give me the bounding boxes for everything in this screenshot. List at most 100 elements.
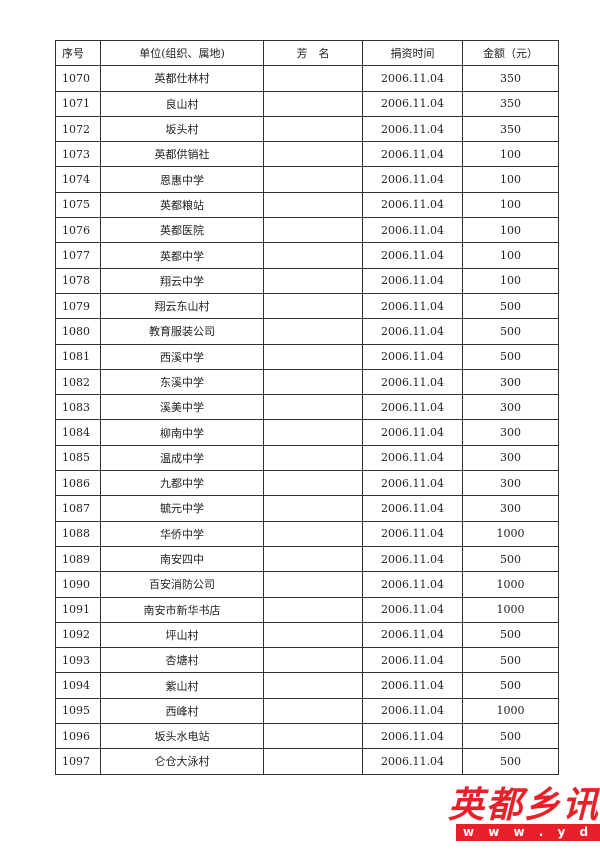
cell-unit: 翔云东山村 <box>100 292 264 320</box>
cell-name <box>263 723 363 750</box>
cell-amount: 300 <box>462 444 559 472</box>
cell-amount: 100 <box>462 217 559 244</box>
table-row: 1078 翔云中学 2006.11.04 100 <box>55 267 559 294</box>
cell-no: 1093 <box>55 647 101 674</box>
cell-amount: 500 <box>462 672 559 699</box>
cell-date: 2006.11.04 <box>362 318 463 345</box>
donation-table: 序号 单位(组织、属地) 芳 名 捐资时间 金额（元） 1070 英都仕林村 200… <box>55 39 559 775</box>
cell-unit: 英都仕林村 <box>100 65 264 92</box>
table-row: 1094 紫山村 2006.11.04 500 <box>55 672 559 699</box>
table-row: 1095 西峰村 2006.11.04 1000 <box>55 697 559 725</box>
cell-date: 2006.11.04 <box>362 520 463 547</box>
cell-no: 1088 <box>55 520 101 547</box>
header-row: 序号 单位(组织、属地) 芳 名 捐资时间 金额（元） <box>55 39 559 67</box>
cell-unit: 南安四中 <box>100 545 264 573</box>
cell-no: 1070 <box>55 65 101 92</box>
cell-date: 2006.11.04 <box>362 596 463 623</box>
cell-no: 1085 <box>55 444 101 472</box>
cell-no: 1086 <box>55 470 101 497</box>
table-row: 1079 翔云东山村 2006.11.04 500 <box>55 292 559 320</box>
cell-no: 1078 <box>55 267 101 294</box>
table-row: 1070 英都仕林村 2006.11.04 350 <box>55 65 559 92</box>
cell-no: 1092 <box>55 621 101 649</box>
header-date: 捐资时间 <box>362 39 463 67</box>
cell-unit: 仑仓大泳村 <box>100 748 264 775</box>
cell-amount: 1000 <box>462 520 559 547</box>
cell-date: 2006.11.04 <box>362 748 463 775</box>
table-row: 1072 坂头村 2006.11.04 350 <box>55 115 559 143</box>
table-row: 1080 教育服装公司 2006.11.04 500 <box>55 318 559 345</box>
cell-name <box>263 748 363 775</box>
cell-amount: 500 <box>462 343 559 370</box>
cell-date: 2006.11.04 <box>362 115 463 143</box>
cell-date: 2006.11.04 <box>362 545 463 573</box>
cell-unit: 良山村 <box>100 90 264 117</box>
table-row: 1090 百安消防公司 2006.11.04 1000 <box>55 571 559 598</box>
table-row: 1073 英都供销社 2006.11.04 100 <box>55 141 559 168</box>
cell-name <box>263 647 363 674</box>
cell-name <box>263 571 363 598</box>
cell-unit: 柳南中学 <box>100 419 264 446</box>
cell-unit: 英都粮站 <box>100 191 264 219</box>
cell-name <box>263 368 363 396</box>
cell-unit: 紫山村 <box>100 672 264 699</box>
cell-no: 1094 <box>55 672 101 699</box>
cell-name <box>263 343 363 370</box>
cell-unit: 英都中学 <box>100 242 264 269</box>
cell-unit: 英都供销社 <box>100 141 264 168</box>
cell-no: 1079 <box>55 292 101 320</box>
cell-no: 1076 <box>55 217 101 244</box>
cell-no: 1084 <box>55 419 101 446</box>
cell-unit: 毓元中学 <box>100 495 264 522</box>
cell-amount: 100 <box>462 141 559 168</box>
cell-unit: 杏塘村 <box>100 647 264 674</box>
table-row: 1097 仑仓大泳村 2006.11.04 500 <box>55 748 559 775</box>
cell-date: 2006.11.04 <box>362 267 463 294</box>
cell-amount: 300 <box>462 368 559 396</box>
cell-no: 1081 <box>55 343 101 370</box>
cell-unit: 西溪中学 <box>100 343 264 370</box>
table-row: 1084 柳南中学 2006.11.04 300 <box>55 419 559 446</box>
cell-name <box>263 495 363 522</box>
cell-amount: 1000 <box>462 571 559 598</box>
watermark-title: 英都乡讯 <box>448 784 600 826</box>
cell-name <box>263 520 363 547</box>
cell-amount: 500 <box>462 748 559 775</box>
cell-no: 1083 <box>55 394 101 421</box>
cell-date: 2006.11.04 <box>362 394 463 421</box>
cell-date: 2006.11.04 <box>362 141 463 168</box>
cell-amount: 350 <box>462 115 559 143</box>
cell-no: 1097 <box>55 748 101 775</box>
cell-unit: 翔云中学 <box>100 267 264 294</box>
cell-date: 2006.11.04 <box>362 723 463 750</box>
cell-amount: 100 <box>462 166 559 193</box>
table-row: 1087 毓元中学 2006.11.04 300 <box>55 495 559 522</box>
header-name: 芳 名 <box>263 39 363 67</box>
cell-date: 2006.11.04 <box>362 217 463 244</box>
cell-amount: 300 <box>462 470 559 497</box>
cell-name <box>263 65 363 92</box>
cell-date: 2006.11.04 <box>362 419 463 446</box>
cell-amount: 500 <box>462 647 559 674</box>
cell-no: 1091 <box>55 596 101 623</box>
cell-unit: 英都医院 <box>100 217 264 244</box>
watermark-logo: 英都乡讯 w w w . y d x x . n e t <box>448 784 600 856</box>
cell-name <box>263 90 363 117</box>
cell-name <box>263 621 363 649</box>
cell-date: 2006.11.04 <box>362 292 463 320</box>
cell-no: 1071 <box>55 90 101 117</box>
cell-no: 1087 <box>55 495 101 522</box>
cell-amount: 100 <box>462 242 559 269</box>
cell-no: 1089 <box>55 545 101 573</box>
cell-amount: 100 <box>462 191 559 219</box>
table-row: 1089 南安四中 2006.11.04 500 <box>55 545 559 573</box>
table-row: 1092 坪山村 2006.11.04 500 <box>55 621 559 649</box>
table-row: 1088 华侨中学 2006.11.04 1000 <box>55 520 559 547</box>
cell-no: 1075 <box>55 191 101 219</box>
cell-amount: 500 <box>462 318 559 345</box>
cell-unit: 坂头村 <box>100 115 264 143</box>
cell-amount: 1000 <box>462 596 559 623</box>
cell-name <box>263 470 363 497</box>
cell-unit: 南安市新华书店 <box>100 596 264 623</box>
cell-unit: 百安消防公司 <box>100 571 264 598</box>
